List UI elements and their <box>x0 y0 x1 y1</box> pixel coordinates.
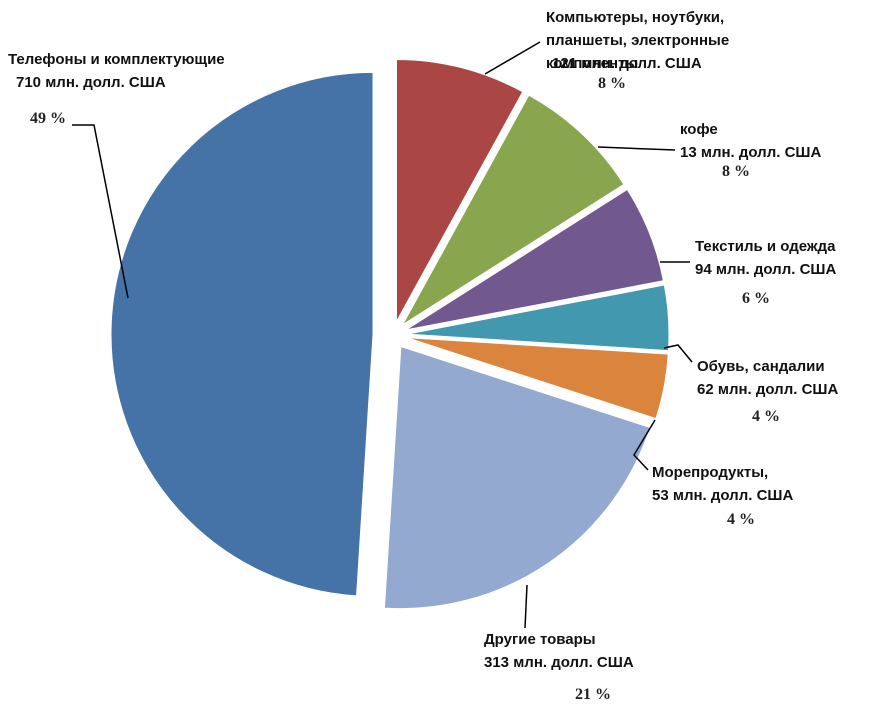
category-label: Компьютеры, ноутбуки, планшеты, электрон… <box>546 9 730 72</box>
leader-line <box>597 146 676 151</box>
pie-slice <box>406 284 670 352</box>
value-label: 6 % <box>742 290 770 307</box>
value-label: 21 % <box>575 686 611 703</box>
category-label: Морепродукты, <box>652 464 769 481</box>
amount-label: 710 млн. долл. США <box>16 74 166 91</box>
amount-label: 94 млн. долл. США <box>695 261 837 278</box>
pie-slice <box>402 94 625 326</box>
leader-line <box>524 584 528 629</box>
category-label: Другие товары <box>484 631 596 648</box>
amount-label: 53 млн. долл. США <box>652 487 794 504</box>
amount-label: 313 млн. долл. США <box>484 654 634 671</box>
value-label: 8 % <box>722 163 750 180</box>
pie-slice <box>406 337 669 420</box>
leader-line <box>663 344 693 363</box>
value-label: 8 % <box>598 75 626 92</box>
amount-label: 121 млн. долл. США <box>552 55 702 72</box>
leader-line <box>72 124 129 299</box>
amount-label: 62 млн. долл. США <box>697 381 839 398</box>
leader-line <box>633 419 656 471</box>
pie-slice <box>110 71 374 597</box>
category-label: Текстиль и одежда <box>695 238 836 255</box>
category-label: Телефоны и комплектующие <box>8 51 225 68</box>
pie-slice <box>383 345 651 610</box>
leader-line <box>484 41 541 75</box>
pie-slice <box>395 58 524 322</box>
category-label: Обувь, сандалии <box>697 358 825 375</box>
pie-slice <box>405 188 664 331</box>
value-label: 49 % <box>30 110 66 127</box>
category-label: кофе <box>680 121 718 138</box>
value-label: 4 % <box>752 408 780 425</box>
value-label: 4 % <box>727 511 755 528</box>
amount-label: 13 млн. долл. США <box>680 144 822 161</box>
